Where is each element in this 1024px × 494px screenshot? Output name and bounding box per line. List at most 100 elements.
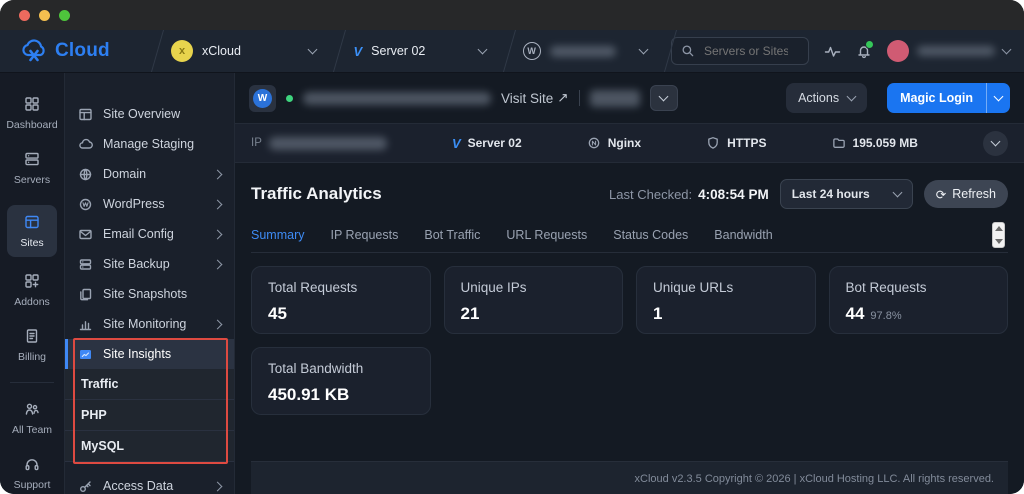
menu-item-email-config[interactable]: Email Config	[65, 219, 234, 249]
close-window-button[interactable]	[19, 9, 30, 21]
stepper-down-button[interactable]	[994, 239, 1003, 244]
sidebar-item-label: Dashboard	[6, 119, 58, 131]
server-selector[interactable]: V Server 02	[340, 30, 498, 72]
ssl-label: HTTPS	[727, 136, 767, 150]
site-selector[interactable]: W	[510, 30, 660, 72]
magic-login-button[interactable]: Magic Login	[887, 83, 986, 113]
xcloud-logo[interactable]: Cloud	[0, 30, 147, 72]
user-name-blurred	[917, 46, 995, 56]
email-icon	[79, 229, 92, 239]
tab-bot-traffic[interactable]: Bot Traffic	[424, 228, 481, 242]
tab-summary[interactable]: Summary	[251, 228, 305, 242]
info-ip: IP	[251, 136, 387, 150]
activity-icon[interactable]	[824, 44, 841, 59]
shield-icon	[708, 137, 718, 149]
staging-cloud-icon	[79, 138, 93, 149]
sidebar-item-label: Support	[13, 479, 51, 491]
sidebar-item-label: Servers	[13, 174, 51, 186]
actions-button[interactable]: Actions	[786, 83, 868, 113]
workspace-label: xCloud	[202, 44, 241, 58]
app-header: Cloud x xCloud V Server 02 W	[0, 30, 1024, 73]
menu-item-site-monitoring[interactable]: Site Monitoring	[65, 309, 234, 339]
time-range-dropdown[interactable]: Last 24 hours	[779, 179, 913, 209]
minimize-window-button[interactable]	[39, 9, 50, 21]
workspace-selector[interactable]: x xCloud	[158, 30, 329, 72]
menu-item-label: Domain	[103, 167, 147, 181]
sidebar-item-all-team[interactable]: All Team	[12, 400, 52, 436]
header-tools	[671, 30, 1024, 72]
menu-item-site-backup[interactable]: Site Backup	[65, 249, 234, 279]
menu-item-site-overview[interactable]: Site Overview	[65, 99, 234, 129]
search-input[interactable]	[702, 43, 790, 59]
workspace-avatar: x	[171, 40, 193, 62]
stat-cards-row-2: Total Bandwidth 450.91 KB	[251, 347, 1008, 415]
menu-item-domain[interactable]: Domain	[65, 159, 234, 189]
sidebar-item-support[interactable]: Support	[13, 455, 51, 491]
app-footer: xCloud v2.3.5 Copyright © 2026 | xCloud …	[251, 461, 1008, 494]
server-provider-icon: V	[353, 43, 363, 59]
stat-label: Unique IPs	[460, 280, 527, 295]
sidebar-item-addons[interactable]: Addons	[14, 272, 50, 308]
scroll-stepper	[992, 222, 1005, 248]
global-search[interactable]	[671, 37, 809, 65]
info-web-server: Nginx	[587, 136, 641, 150]
info-bar-collapse-button[interactable]	[982, 130, 1008, 156]
refresh-label: Refresh	[952, 187, 996, 201]
sidebar-item-label: Billing	[17, 351, 46, 363]
ip-value-blurred	[268, 136, 387, 150]
divider	[578, 90, 580, 106]
site-name-blurred	[549, 45, 616, 57]
tab-bandwidth[interactable]: Bandwidth	[714, 228, 773, 242]
chevron-down-icon	[846, 91, 857, 102]
menu-item-label: Site Monitoring	[103, 317, 187, 331]
sidebar-item-dashboard[interactable]: Dashboard	[6, 95, 58, 131]
menu-item-label: Access Data	[103, 479, 174, 493]
primary-sidebar: Dashboard Servers Sites A	[0, 73, 65, 494]
stat-value: 44	[845, 304, 865, 323]
menu-item-access-data[interactable]: Access Data	[65, 471, 234, 494]
tab-ip-requests[interactable]: IP Requests	[330, 228, 399, 242]
notifications-bell-icon[interactable]	[856, 40, 874, 59]
submenu-item-label: PHP	[81, 408, 107, 422]
monitoring-icon	[79, 320, 92, 330]
submenu-item-mysql[interactable]: MySQL	[65, 431, 234, 462]
support-headset-icon	[25, 459, 39, 471]
sidebar-item-billing[interactable]: Billing	[18, 327, 46, 363]
server-name: Server 02	[467, 136, 522, 150]
wordpress-icon: W	[522, 42, 541, 60]
sidebar-item-servers[interactable]: Servers	[14, 150, 50, 186]
menu-item-site-snapshots[interactable]: Site Snapshots	[65, 279, 234, 309]
last-checked-time: 4:08:54 PM	[698, 186, 769, 202]
disk-usage-value: 195.059 MB	[852, 136, 918, 150]
web-server-name: Nginx	[607, 136, 642, 150]
magic-login-dropdown-button[interactable]	[986, 83, 1010, 113]
sidebar-item-sites[interactable]: Sites	[7, 205, 57, 257]
chevron-down-icon	[990, 136, 1001, 147]
billing-icon	[26, 329, 38, 343]
chevron-down-icon	[892, 187, 903, 198]
chevron-down-icon	[308, 44, 318, 55]
chevron-down-icon	[658, 91, 669, 102]
tab-status-codes[interactable]: Status Codes	[613, 228, 689, 242]
menu-item-label: Site Backup	[103, 257, 170, 271]
user-menu[interactable]	[887, 40, 1012, 62]
submenu-item-php[interactable]: PHP	[65, 400, 234, 431]
submenu-item-traffic[interactable]: Traffic	[65, 369, 234, 400]
stat-sub-value: 97.8%	[870, 310, 902, 322]
site-info-bar: IP V Server 02 Nginx HTTP	[235, 123, 1024, 163]
stepper-up-button[interactable]	[994, 226, 1003, 231]
last-checked-label: Last Checked:	[609, 186, 693, 202]
page-title: Traffic Analytics	[251, 184, 382, 203]
chevron-down-icon	[638, 44, 649, 55]
stat-card-total-bandwidth: Total Bandwidth 450.91 KB	[251, 347, 431, 415]
visit-site-link[interactable]: Visit Site ↗	[501, 90, 569, 106]
refresh-button[interactable]: ⟳ Refresh	[923, 180, 1008, 208]
maximize-window-button[interactable]	[59, 9, 70, 21]
site-header-dropdown-button[interactable]	[649, 85, 678, 111]
menu-item-manage-staging[interactable]: Manage Staging	[65, 129, 234, 159]
tab-url-requests[interactable]: URL Requests	[506, 228, 588, 242]
chevron-right-icon	[212, 199, 223, 209]
menu-item-site-insights[interactable]: Site Insights	[65, 339, 234, 369]
menu-item-label: Site Snapshots	[103, 287, 188, 301]
menu-item-wordpress[interactable]: WordPress	[65, 189, 234, 219]
